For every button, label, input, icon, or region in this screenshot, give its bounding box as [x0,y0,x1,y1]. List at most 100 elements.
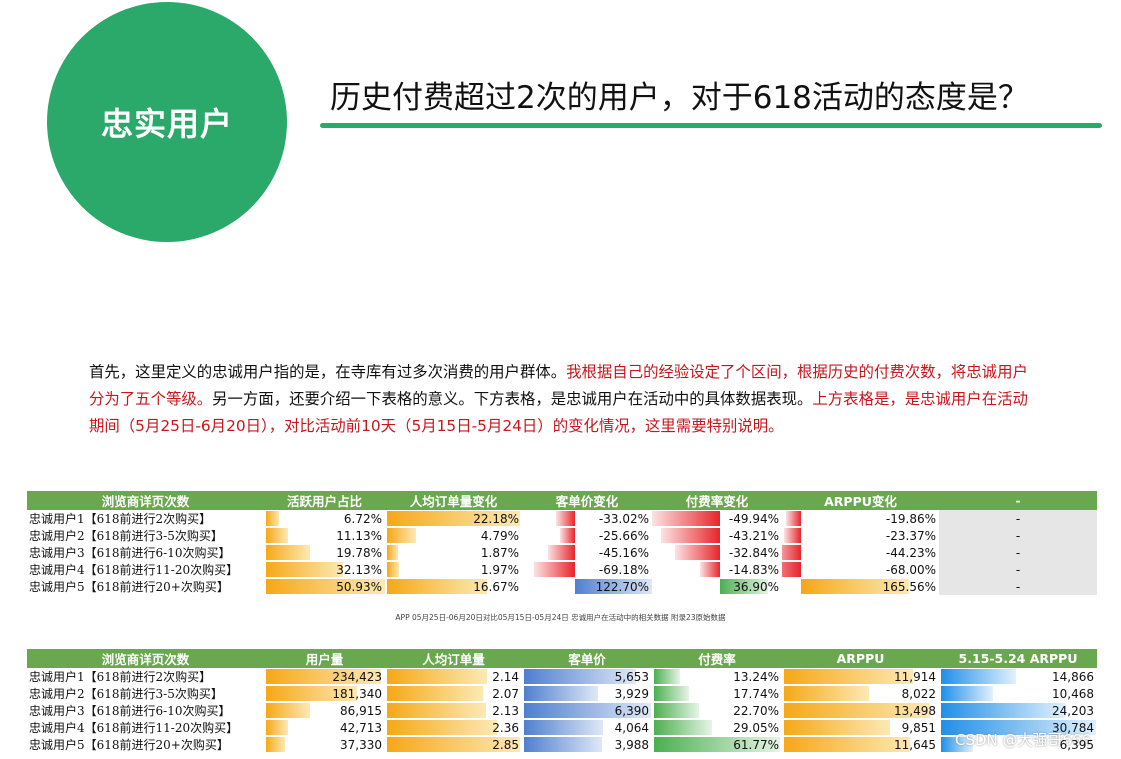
header-cell: 5.15-5.24 ARPPU [939,649,1097,668]
metrics-table-header: 浏览商详页次数 用户量 人均订单量 客单价 付费率 ARPPU 5.15-5.2… [27,649,1097,668]
data-bar [941,686,993,701]
data-bar [661,528,720,543]
data-bar [556,511,575,526]
data-bar [534,562,575,577]
data-cell: 19.78% [264,544,385,561]
table-row: 忠诚用户2【618前进行3-5次购买】 181,340 2.07 3,929 1… [27,685,1097,702]
data-cell: 4,064 [522,719,652,736]
intro-text-3: 另一方面，还要介绍一下表格的意义。下方表格，是忠诚用户在活动中的具体数据表现。 [212,390,813,408]
data-bar [652,511,720,526]
data-cell: 181,340 [264,685,385,702]
data-cell: 3,929 [522,685,652,702]
table-row: 忠诚用户4【618前进行11-20次购买】 32.13% 1.97% -69.1… [27,561,1097,578]
data-bar [387,737,520,752]
intro-text-4: 上方表格是，是忠诚用户在活动期间（5月25日-6月20日），对比活动前10天（5… [89,390,1028,435]
row-label: 忠诚用户3【618前进行6-10次购买】 [29,704,231,718]
data-bar [560,528,575,543]
data-cell: 3,988 [522,736,652,753]
table-row: 忠诚用户1【618前进行2次购买】 6.72% 22.18% -33.02% -… [27,510,1097,527]
data-cell: 234,423 [264,668,385,685]
data-bar [801,579,909,594]
data-cell: -45.16% [522,544,652,561]
data-cell: 122.70% [522,578,652,595]
data-bar [266,686,357,701]
data-cell: 86,915 [264,702,385,719]
header-cell: 付费率 [652,649,782,668]
data-cell: 10,468 [939,685,1097,702]
data-bar [700,562,720,577]
badge-label: 忠实用户 [100,105,233,143]
header-cell: 浏览商详页次数 [27,649,264,668]
watermark: CSDN @大强哥666 [955,731,1092,749]
data-cell: 2.13 [385,702,522,719]
intro-paragraph: 首先，这里定义的忠诚用户指的是，在寺库有过多次消费的用户群体。我根据自己的经验设… [89,359,1029,440]
data-cell: -19.86% [782,510,939,527]
table-row: 忠诚用户3【618前进行6-10次购买】 19.78% 1.87% -45.16… [27,544,1097,561]
data-bar [266,511,279,526]
data-cell: 61.77% [652,736,782,753]
data-cell: -23.37% [782,527,939,544]
header-cell: ARPPU [782,649,939,668]
title-underline [320,123,1102,128]
data-bar [784,686,869,701]
intro-text-2: 我根据自己的经验设定了个区间，根据历史的付费次数，将忠诚用户分为了五个等级。 [89,363,1028,408]
data-cell: -14.83% [652,561,782,578]
header-cell: 付费率变化 [652,491,782,510]
table-row: 忠诚用户1【618前进行2次购买】 234,423 2.14 5,653 13.… [27,668,1097,685]
intro-text-1: 首先，这里定义的忠诚用户指的是，在寺库有过多次消费的用户群体。 [89,363,567,381]
data-cell: 13,498 [782,702,939,719]
data-cell: 2.14 [385,668,522,685]
data-cell: 1.97% [385,561,522,578]
data-cell: 14,866 [939,668,1097,685]
data-cell: 13.24% [652,668,782,685]
data-bar [675,545,720,560]
data-bar [784,703,930,718]
data-bar [941,669,1016,684]
header-cell: 客单价 [522,649,652,668]
table-row: 忠诚用户4【618前进行11-20次购买】 42,713 2.36 4,064 … [27,719,1097,736]
data-cell: 32.13% [264,561,385,578]
data-cell: 17.74% [652,685,782,702]
row-label: 忠诚用户4【618前进行11-20次购买】 [29,563,239,577]
data-cell: - [939,510,1097,527]
change-table: 浏览商详页次数 活跃用户占比 人均订单量变化 客单价变化 付费率变化 ARPPU… [27,491,1097,595]
data-bar [784,528,801,543]
loyal-user-badge: 忠实用户 [47,2,287,242]
data-cell: -69.18% [522,561,652,578]
header-cell: 浏览商详页次数 [27,491,264,510]
header-cell: - [939,491,1097,510]
data-bar [782,562,801,577]
data-bar [524,703,651,718]
data-cell: - [939,561,1097,578]
data-cell: 2.07 [385,685,522,702]
data-bar [786,511,801,526]
data-cell: 6,390 [522,702,652,719]
data-cell: -49.94% [652,510,782,527]
data-cell: 6,395 [939,736,1097,753]
data-cell: -44.23% [782,544,939,561]
data-bar [720,579,768,594]
data-cell: 6.72% [264,510,385,527]
data-bar [941,703,1066,718]
data-cell: 165.56% [782,578,939,595]
header-cell: 人均订单量变化 [385,491,522,510]
data-cell: 1.87% [385,544,522,561]
row-label: 忠诚用户2【618前进行3-5次购买】 [29,687,223,701]
data-bar [524,720,603,735]
header-cell: ARPPU变化 [782,491,939,510]
data-bar [784,720,890,735]
row-label: 忠诚用户2【618前进行3-5次购买】 [29,529,223,543]
data-bar [524,669,636,684]
data-bar [266,562,343,577]
data-bar [387,528,416,543]
data-bar [654,703,699,718]
data-cell: 30,784 [939,719,1097,736]
data-cell: 4.79% [385,527,522,544]
table-caption: APP 05月25日-06月20日对比05月15日-05月24日 忠诚用户在活动… [395,613,726,622]
data-bar [575,579,652,594]
data-bar [266,579,385,594]
header-cell: 用户量 [264,649,385,668]
page-title: 历史付费超过2次的用户，对于618活动的态度是？ [330,80,1029,116]
row-label: 忠诚用户4【618前进行11-20次购买】 [29,721,239,735]
data-cell: 22.18% [385,510,522,527]
